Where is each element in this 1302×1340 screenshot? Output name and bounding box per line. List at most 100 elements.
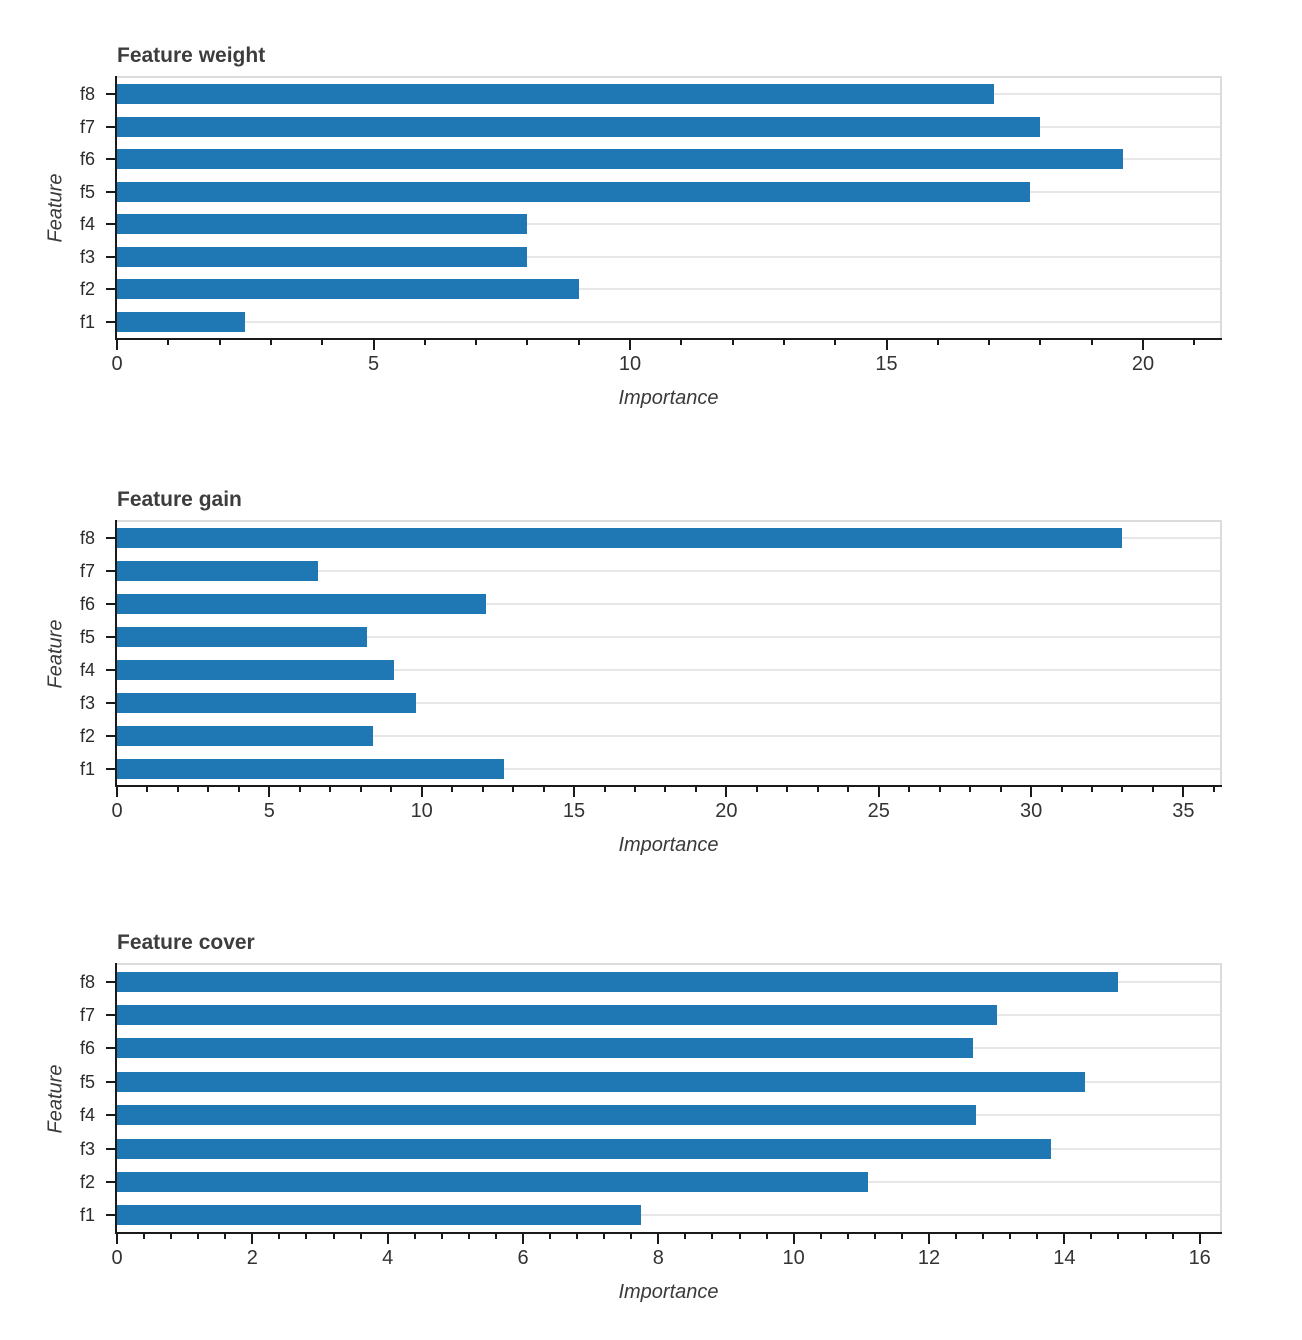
x-tick-major — [522, 1234, 524, 1244]
x-tick-label: 8 — [652, 1247, 664, 1269]
x-tick-major — [1198, 1234, 1201, 1244]
bar-f1 — [117, 311, 245, 332]
bottom-spine — [115, 785, 1222, 787]
x-tick-minor — [1091, 787, 1094, 792]
x-tick-major — [885, 340, 888, 350]
x-tick-minor — [711, 1234, 714, 1239]
x-tick-label: 0 — [111, 353, 123, 375]
bottom-spine — [115, 1232, 1222, 1234]
x-tick-minor — [782, 340, 785, 345]
x-tick-minor — [900, 1234, 903, 1239]
x-tick-label: 5 — [263, 800, 275, 822]
y-tick — [106, 636, 115, 639]
y-tick-label: f3 — [79, 246, 95, 267]
bar-f4 — [117, 214, 527, 235]
x-tick-major — [1030, 787, 1033, 797]
x-tick-label: 4 — [382, 1247, 394, 1269]
x-tick-label: 5 — [367, 353, 380, 375]
x-tick-minor — [1060, 787, 1063, 792]
x-tick-minor — [908, 787, 911, 792]
y-tick-label: f4 — [79, 214, 95, 235]
gridline — [117, 223, 1220, 226]
x-tick-major — [251, 1234, 254, 1244]
y-tick-label: f2 — [79, 725, 95, 746]
x-tick-major — [573, 787, 576, 797]
x-tick-minor — [955, 1234, 958, 1239]
x-tick-minor — [1036, 1234, 1039, 1239]
x-tick-major — [116, 340, 118, 350]
x-tick-minor — [603, 787, 606, 792]
gridline — [117, 668, 1220, 671]
y-tick — [106, 1180, 115, 1183]
x-tick-minor — [630, 1234, 633, 1239]
bar-f5 — [117, 181, 1030, 202]
y-tick-label: f5 — [79, 181, 95, 202]
y-tick — [106, 734, 115, 737]
x-tick-minor — [1009, 1234, 1012, 1239]
x-tick-label: 0 — [111, 800, 123, 822]
x-tick-minor — [423, 340, 426, 345]
x-tick-minor — [207, 787, 210, 792]
y-tick — [106, 320, 115, 323]
x-tick-minor — [359, 1234, 362, 1239]
x-tick-minor — [1117, 1234, 1120, 1239]
x-tick-major — [116, 1234, 118, 1244]
x-tick-minor — [1090, 1234, 1093, 1239]
y-tick-label: f8 — [79, 84, 95, 105]
x-tick-minor — [969, 787, 972, 792]
y-tick-label: f4 — [79, 659, 95, 680]
x-tick-minor — [1039, 340, 1042, 345]
x-tick-minor — [481, 787, 484, 792]
y-tick — [106, 570, 115, 573]
gridline — [117, 1214, 1220, 1217]
right-spine — [1220, 520, 1222, 785]
x-tick-minor — [237, 787, 240, 792]
x-tick-minor — [218, 340, 221, 345]
top-spine — [117, 963, 1222, 965]
y-tick — [106, 1080, 115, 1083]
x-tick-minor — [298, 787, 301, 792]
y-tick — [106, 1147, 115, 1150]
x-tick-minor — [197, 1234, 200, 1239]
gridline — [117, 701, 1220, 704]
y-tick-label: f1 — [79, 311, 95, 332]
bar-f3 — [117, 1138, 1051, 1159]
x-axis-label: Importance — [618, 387, 719, 409]
x-tick-minor — [755, 787, 758, 792]
bar-f4 — [117, 1105, 976, 1126]
bottom-spine — [115, 338, 1222, 340]
chart-title: Feature weight — [117, 44, 266, 67]
x-tick-label: 15 — [562, 800, 586, 822]
x-tick-major — [1142, 340, 1145, 350]
y-tick — [106, 190, 115, 193]
x-tick-minor — [847, 787, 850, 792]
x-tick-minor — [467, 1234, 470, 1239]
bar-f3 — [117, 246, 527, 267]
y-tick — [106, 1014, 115, 1017]
y-tick — [106, 980, 115, 983]
y-tick-label: f7 — [79, 561, 95, 582]
bar-f2 — [117, 725, 373, 746]
x-tick-minor — [816, 787, 819, 792]
x-tick-label: 6 — [517, 1247, 529, 1269]
x-tick-minor — [738, 1234, 741, 1239]
x-tick-minor — [873, 1234, 876, 1239]
x-tick-minor — [988, 340, 991, 345]
x-tick-label: 20 — [1131, 353, 1155, 375]
x-tick-minor — [305, 1234, 308, 1239]
y-tick-label: f1 — [79, 1205, 95, 1226]
gridline — [117, 636, 1220, 639]
y-tick-label: f8 — [79, 528, 95, 549]
x-tick-minor — [765, 1234, 768, 1239]
top-spine — [117, 76, 1222, 78]
bar-f8 — [117, 84, 994, 105]
y-tick — [106, 1114, 115, 1117]
y-tick — [106, 1214, 115, 1217]
y-tick-label: f3 — [79, 1138, 95, 1159]
x-tick-minor — [278, 1234, 281, 1239]
x-tick-label: 35 — [1172, 800, 1195, 822]
y-tick-label: f7 — [79, 1005, 95, 1026]
x-tick-major — [725, 787, 728, 797]
